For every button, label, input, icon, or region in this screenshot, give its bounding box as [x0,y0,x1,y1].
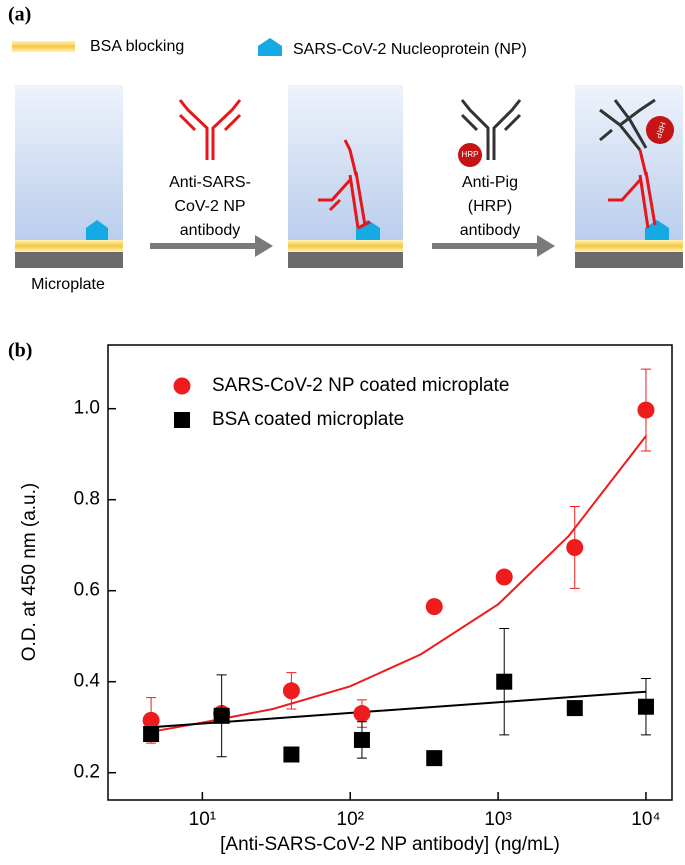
legend-marker [174,412,190,428]
step1-line: antibody [180,222,241,239]
step2-line: (HRP) [468,198,512,215]
bsa-legend: BSA blocking [90,38,184,55]
point [143,726,160,743]
point [353,705,371,723]
legend-label: BSA coated microplate [212,409,404,430]
point [566,538,584,556]
y-tick-label: 0.8 [74,489,100,510]
point [283,746,300,763]
y-tick-label: 1.0 [74,398,100,419]
step1-line: Anti-SARS- [169,174,251,191]
arrow [432,235,555,257]
y-tick-label: 0.4 [74,671,101,692]
panel-label: (b) [8,340,32,362]
legend-marker [173,377,191,395]
fit-line [150,435,647,733]
point [425,598,443,616]
antibody-free-2: HRP [458,99,522,167]
y-axis-label: O.D. at 450 nm (a.u.) [19,483,40,661]
plate-label: Microplate [31,276,105,293]
antibody-free-1 [178,99,242,160]
point [353,731,370,748]
x-tick-label: 10³ [484,809,511,830]
x-axis-label: [Anti-SARS-CoV-2 NP antibody] (ng/mL) [220,834,560,855]
chart: (b) [Anti-SARS-CoV-2 NP antibody] (ng/mL… [8,340,673,855]
fit-line [151,690,647,729]
point [213,707,230,724]
y-tick-label: 0.2 [74,762,100,783]
panel-label: (a) [8,4,31,26]
point [637,698,654,715]
x-tick-label: 10¹ [189,809,216,830]
point [496,673,513,690]
np-icon [258,38,282,56]
diagram: (a) BSA blocking SARS-CoV-2 Nucleoprotei… [8,4,683,293]
point [426,750,443,767]
np-legend: SARS-CoV-2 Nucleoprotein (NP) [293,41,527,58]
step2-line: antibody [460,222,521,239]
step2-line: Anti-Pig [462,174,518,191]
plot-frame [107,344,673,801]
point [282,682,300,700]
x-tick-label: 10² [337,809,364,830]
point [566,700,583,717]
step1-line: CoV-2 NP [174,198,245,215]
well-2 [288,85,403,268]
legend-label: SARS-CoV-2 NP coated microplate [212,375,509,396]
hrp-label: HRP [462,150,479,159]
well-1 [15,85,123,268]
arrow [150,235,273,257]
y-tick-label: 0.6 [74,580,100,601]
x-tick-label: 10⁴ [631,809,660,830]
point [142,711,160,729]
well-3: HRP [575,85,683,268]
point [637,401,655,419]
point [495,568,513,586]
bsa-swatch [12,41,75,52]
